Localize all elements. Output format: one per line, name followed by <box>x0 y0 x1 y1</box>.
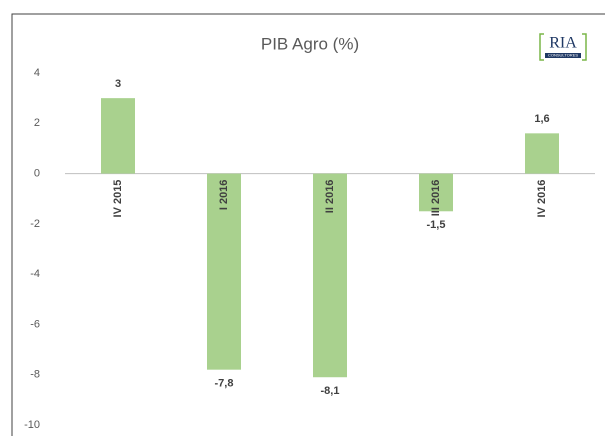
y-tick-label: 4 <box>34 67 40 79</box>
value-label: -8,1 <box>321 385 340 397</box>
y-tick-label: 0 <box>34 167 40 179</box>
x-tick-label: I 2016 <box>218 180 230 211</box>
logo-subtitle: CONSULTORES <box>548 53 578 58</box>
y-tick-label: -8 <box>30 369 40 381</box>
logo-bracket <box>539 33 587 61</box>
y-tick-label: -4 <box>30 268 40 280</box>
chart-title: PIB Agro (%) <box>261 34 359 53</box>
value-label: 3 <box>115 78 121 90</box>
y-tick-label: -10 <box>24 419 40 431</box>
x-tick-label: IV 2016 <box>536 180 548 218</box>
bar <box>525 133 559 174</box>
y-tick-label: -6 <box>30 318 40 330</box>
chart-border <box>11 13 605 436</box>
value-label: -1,5 <box>427 219 446 231</box>
x-tick-label: III 2016 <box>430 180 442 217</box>
value-label: 1,6 <box>534 113 549 125</box>
bar <box>419 173 453 212</box>
bar <box>313 173 347 378</box>
y-tick-label: 2 <box>34 117 40 129</box>
logo-band <box>545 53 581 58</box>
logo: RIA CONSULTORES <box>539 33 587 61</box>
x-tick-label: II 2016 <box>324 180 336 214</box>
bar <box>207 173 241 370</box>
value-label: -7,8 <box>215 378 234 390</box>
y-tick-label: -2 <box>30 218 40 230</box>
logo-text: RIA <box>549 35 577 52</box>
x-tick-label: IV 2015 <box>112 180 124 218</box>
bar <box>101 98 135 174</box>
